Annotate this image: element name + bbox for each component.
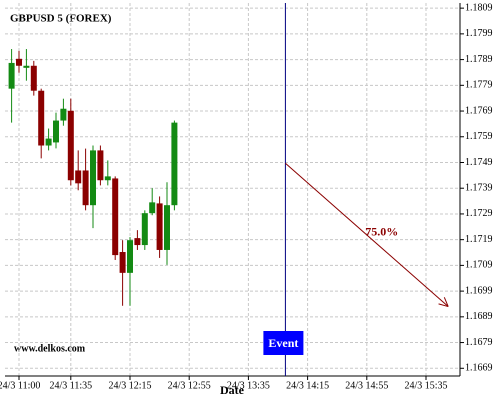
y-tick-label: 1.1749 — [465, 157, 493, 168]
candle-body — [119, 252, 126, 273]
x-tick-label: 24/3 12:15 — [108, 380, 151, 391]
candle-body — [53, 120, 59, 143]
candle-body — [97, 150, 104, 181]
candle-body — [90, 150, 96, 206]
y-tick-label: 1.1699 — [465, 285, 493, 296]
candle-body — [8, 62, 15, 89]
y-tick-label: 1.1679 — [465, 337, 493, 348]
arrow-head — [438, 303, 449, 308]
y-tick-label: 1.1789 — [465, 54, 493, 65]
x-axis-label: Date — [220, 383, 245, 397]
candle-body — [16, 58, 22, 66]
event-label: Event — [268, 336, 298, 350]
x-tick-label: 24/3 14:15 — [286, 380, 329, 391]
candle-body — [45, 138, 52, 146]
candle-body — [127, 240, 133, 273]
candle-body — [23, 65, 30, 68]
candle-body — [112, 178, 119, 256]
candle-body — [156, 203, 163, 250]
arrow-label: 75.0% — [365, 225, 398, 239]
watermark: www.delkos.com — [14, 343, 86, 354]
y-tick-label: 1.1709 — [465, 260, 493, 271]
y-tick-label: 1.1689 — [465, 311, 493, 322]
candle-body — [30, 65, 37, 91]
y-tick-label: 1.1769 — [465, 105, 493, 116]
candle-body — [67, 110, 74, 181]
candle-body — [141, 213, 148, 246]
candle-body — [134, 238, 141, 246]
x-tick-label: 24/3 13:35 — [227, 380, 270, 391]
x-tick-label: 24/3 14:55 — [345, 380, 388, 391]
x-tick-label: 24/3 12:55 — [168, 380, 211, 391]
candle-body — [171, 122, 178, 206]
y-tick-label: 1.1669 — [465, 363, 493, 374]
y-tick-label: 1.1779 — [465, 80, 493, 91]
x-tick-label: 24/3 11:00 — [0, 380, 40, 391]
x-tick-label: 24/3 15:35 — [404, 380, 447, 391]
candle-body — [38, 90, 45, 146]
y-tick-label: 1.1809 — [465, 2, 493, 13]
y-tick-label: 1.1719 — [465, 234, 493, 245]
candle-body — [164, 205, 170, 250]
y-tick-label: 1.1759 — [465, 131, 493, 142]
candle-body — [82, 170, 89, 206]
forecast-arrow — [285, 162, 449, 307]
candle-body — [149, 202, 156, 214]
arrow-head — [443, 297, 449, 307]
y-tick-label: 1.1739 — [465, 183, 493, 194]
chart-title: GBPUSD 5 (FOREX) — [10, 13, 112, 25]
event-box — [263, 331, 304, 355]
candle-body — [104, 176, 111, 181]
candle-body — [60, 108, 67, 121]
y-tick-label: 1.1799 — [465, 28, 493, 39]
candle-body — [75, 170, 82, 184]
y-tick-label: 1.1729 — [465, 208, 493, 219]
x-tick-label: 24/3 11:35 — [49, 380, 92, 391]
